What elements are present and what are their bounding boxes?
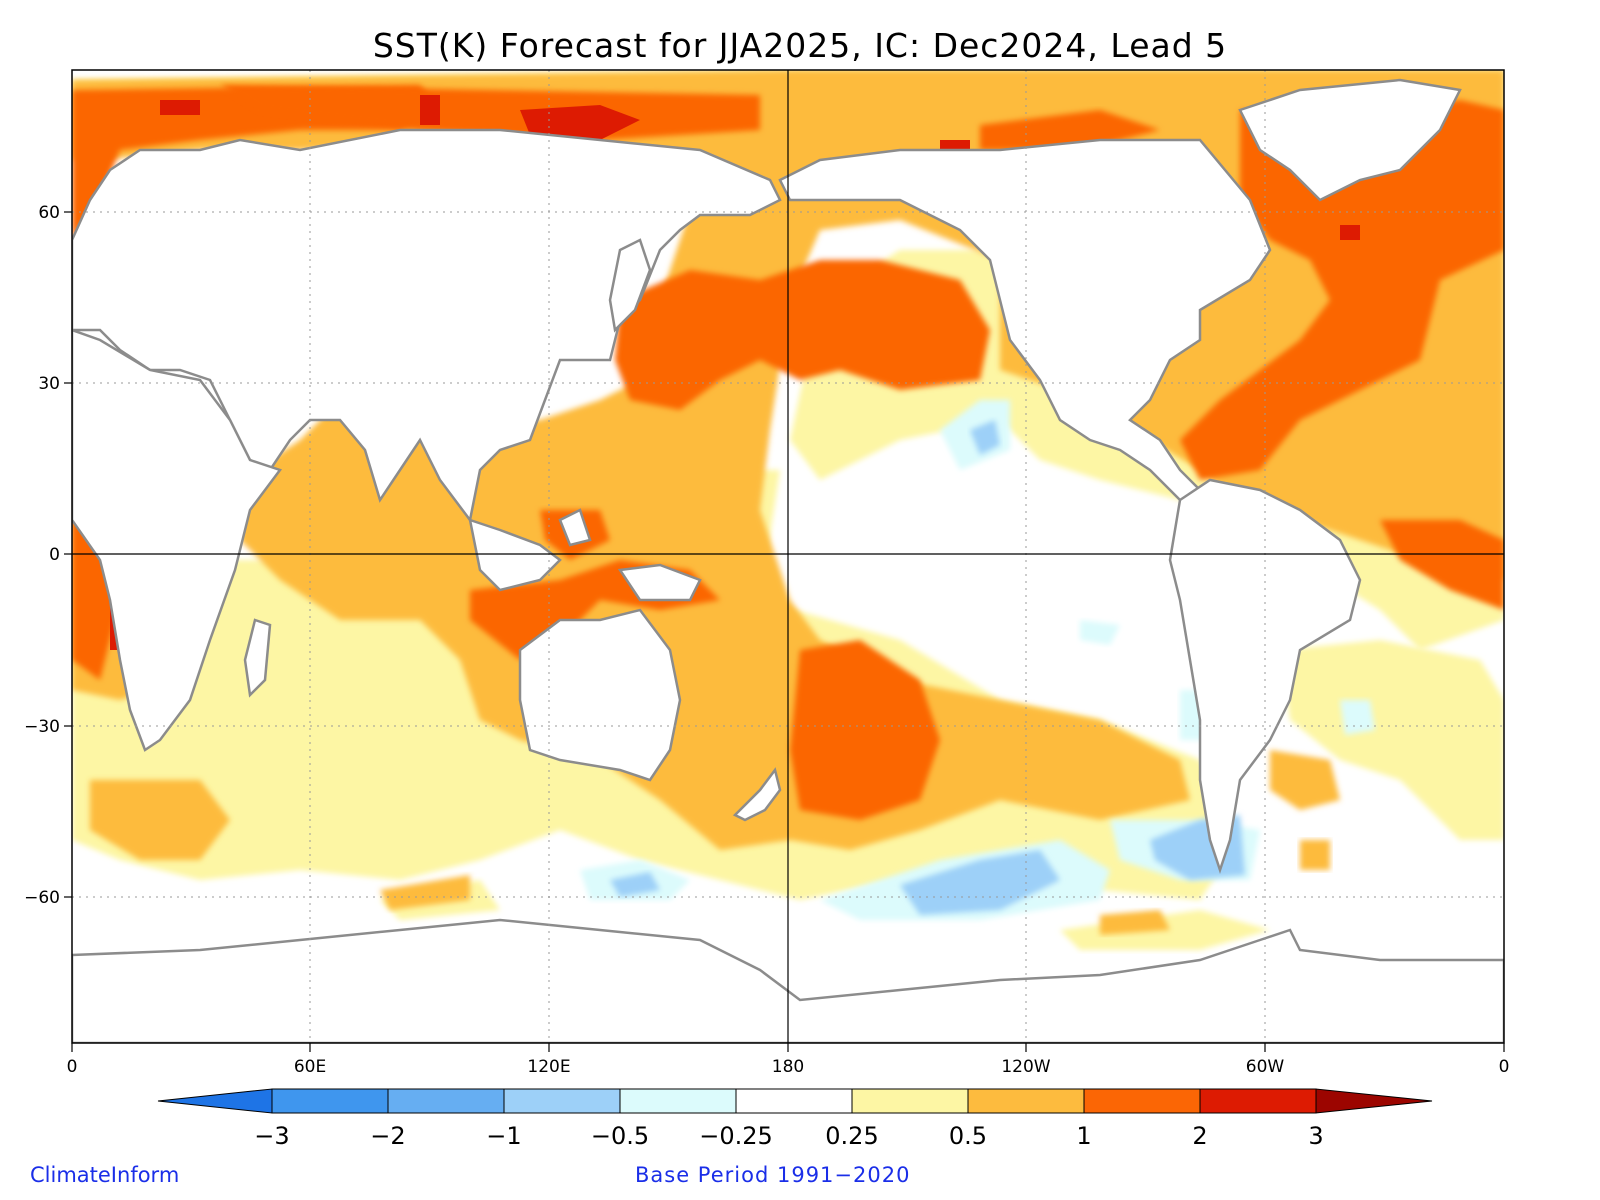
lon-label: 120W: [1001, 1057, 1050, 1077]
africa: [72, 328, 283, 752]
new-zealand: [732, 767, 782, 822]
north-america: [778, 138, 1272, 502]
colorbar-segment: [387, 1088, 505, 1114]
lon-label: 60W: [1246, 1057, 1285, 1077]
colorbar-segment: [967, 1088, 1085, 1114]
colorbar-segment: [271, 1088, 389, 1114]
colorbar-segment: [503, 1088, 621, 1114]
map-title: SST(K) Forecast for JJA2025, IC: Dec2024…: [372, 26, 1228, 65]
colorbar-label: 1: [1076, 1122, 1091, 1150]
colorbar-label: 2: [1192, 1122, 1207, 1150]
colorbar-segment: [1083, 1088, 1201, 1114]
australia: [518, 608, 682, 782]
colorbar-low-arrow: [157, 1088, 273, 1114]
colorbar-label: −3: [254, 1122, 289, 1150]
credit-base-period: Base Period 1991−2020: [635, 1163, 911, 1187]
lon-label: 180: [772, 1057, 804, 1077]
south-america: [1168, 478, 1362, 874]
colorbar-segment: [1199, 1088, 1317, 1114]
colorbar-label: −2: [370, 1122, 405, 1150]
colorbar-segment: [619, 1088, 737, 1114]
longitude-labels: 0 60E 120E 180 120W 60W 0: [67, 1057, 1510, 1077]
credit-climateinform: ClimateInform: [30, 1163, 180, 1187]
axis-ticks: [64, 211, 1505, 1052]
madagascar: [243, 618, 272, 698]
colorbar-labels: −3 −2 −1 −0.5 −0.25 0.25 0.5 1 2 3: [254, 1122, 1323, 1150]
colorbar-label: −0.25: [699, 1122, 773, 1150]
maritime-continent: [468, 508, 702, 602]
lon-label: 120E: [527, 1057, 570, 1077]
lat-label: 30: [38, 374, 60, 394]
lat-label: 60: [38, 203, 60, 223]
colorbar-segment: [851, 1088, 969, 1114]
anomaly-1-2: [72, 85, 1504, 820]
japan: [608, 238, 652, 333]
lat-label: 0: [49, 545, 60, 565]
colorbar-label: −0.5: [591, 1122, 649, 1150]
colorbar-label: 0.25: [825, 1122, 878, 1150]
lat-label: −30: [24, 717, 60, 737]
colorbar-label: −1: [486, 1122, 521, 1150]
colorbar-label: 3: [1308, 1122, 1323, 1150]
lon-label: 0: [67, 1057, 78, 1077]
lon-label: 0: [1499, 1057, 1510, 1077]
lon-label: 60E: [294, 1057, 326, 1077]
land-masses: [72, 78, 1504, 1043]
colorbar-label: 0.5: [949, 1122, 987, 1150]
lat-label: −60: [24, 888, 60, 908]
colorbar-segment: [735, 1088, 853, 1114]
colorbar: [157, 1088, 1433, 1114]
antarctica: [72, 918, 1504, 1043]
greenland: [1238, 78, 1462, 202]
latitude-labels: 60 30 0 −30 −60: [24, 203, 60, 908]
colorbar-high-arrow: [1315, 1088, 1433, 1114]
